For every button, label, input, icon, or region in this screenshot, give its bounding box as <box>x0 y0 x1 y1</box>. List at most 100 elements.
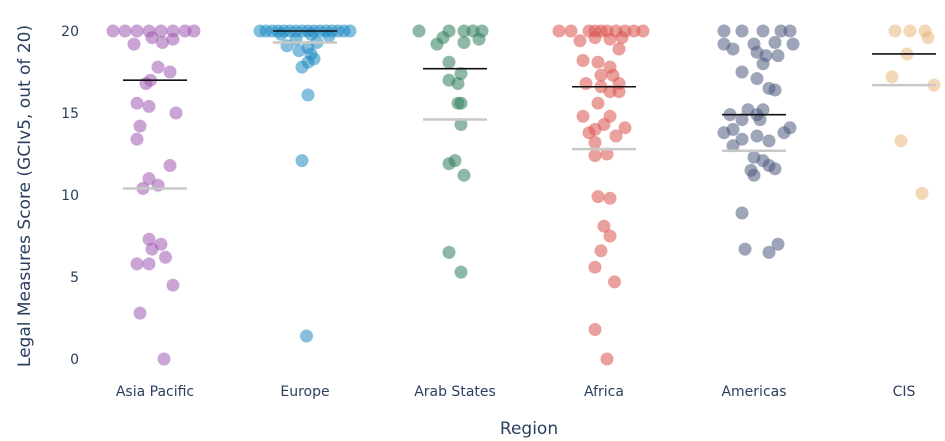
data-point <box>573 34 587 48</box>
x-tick-label: Africa <box>584 384 624 400</box>
data-point <box>118 24 132 38</box>
data-point <box>292 44 306 58</box>
data-point <box>591 96 605 110</box>
data-point <box>133 119 147 133</box>
data-point <box>295 154 309 168</box>
data-point <box>588 149 602 163</box>
data-point <box>274 27 288 41</box>
data-point <box>768 83 782 97</box>
x-tick-label: Asia Pacific <box>116 384 194 400</box>
data-point <box>588 136 602 149</box>
data-point <box>768 36 782 49</box>
data-point <box>783 24 797 38</box>
data-point <box>159 250 172 264</box>
data-point <box>564 24 578 38</box>
data-point <box>762 134 776 148</box>
data-point <box>603 191 617 205</box>
data-point <box>603 85 617 99</box>
data-point <box>588 31 602 45</box>
data-point <box>472 32 486 46</box>
data-point <box>597 219 611 233</box>
data-point <box>301 88 315 102</box>
data-point <box>106 24 120 38</box>
data-point <box>343 24 357 38</box>
data-point <box>608 275 621 289</box>
x-tick-label: CIS <box>893 384 916 400</box>
data-point <box>915 186 929 200</box>
x-axis-title: Region <box>500 419 558 439</box>
data-point <box>151 60 165 74</box>
data-point <box>612 85 626 99</box>
data-point <box>735 113 749 127</box>
data-point <box>133 306 147 320</box>
data-point <box>145 31 159 45</box>
data-point <box>717 24 731 38</box>
y-tick-label: 15 <box>61 106 79 122</box>
data-point <box>454 265 468 279</box>
data-point <box>579 77 593 90</box>
data-point <box>169 106 183 120</box>
data-point <box>412 24 426 38</box>
data-point <box>454 67 468 81</box>
data-point <box>451 77 465 90</box>
data-point <box>735 206 749 220</box>
data-point <box>762 245 776 259</box>
data-point <box>615 31 629 45</box>
y-tick-label: 5 <box>70 270 79 286</box>
data-point <box>726 139 740 153</box>
data-point <box>457 168 471 182</box>
data-point <box>594 244 608 258</box>
summary-lines <box>123 30 936 190</box>
data-point <box>738 242 752 256</box>
data-point <box>139 77 153 90</box>
data-point <box>166 32 180 46</box>
data-point <box>777 126 791 140</box>
data-point <box>594 68 608 82</box>
data-point <box>603 32 617 46</box>
data-point <box>442 157 456 171</box>
data-point <box>774 24 788 38</box>
x-tick-label: Europe <box>280 384 329 400</box>
data-point <box>157 352 171 366</box>
data-point <box>591 55 605 69</box>
data-point <box>627 24 641 38</box>
data-point <box>576 54 590 67</box>
data-point <box>726 42 740 56</box>
data-point <box>457 24 471 38</box>
data-point <box>151 178 165 192</box>
x-tick-label: Americas <box>721 384 786 400</box>
data-point <box>888 24 902 38</box>
data-point <box>747 168 761 182</box>
data-point <box>618 121 632 135</box>
data-point <box>903 24 917 38</box>
data-point <box>295 60 309 74</box>
data-point <box>771 237 785 251</box>
y-tick-label: 10 <box>61 188 79 204</box>
data-point <box>894 134 908 148</box>
y-axis-title: Legal Measures Score (GCIv5, out of 20) <box>15 25 35 367</box>
data-point <box>130 257 144 271</box>
data-point <box>142 232 156 246</box>
data-point <box>430 37 444 51</box>
data-point <box>552 24 566 38</box>
data-point <box>591 190 605 204</box>
data-points <box>106 24 941 366</box>
y-tick-label: 20 <box>61 24 79 40</box>
data-point <box>582 126 596 140</box>
data-point <box>142 257 156 271</box>
data-point <box>588 260 602 274</box>
data-point <box>735 132 749 146</box>
data-point <box>187 24 201 38</box>
data-point <box>750 72 764 86</box>
data-point <box>753 113 767 127</box>
data-point <box>768 162 782 176</box>
data-point <box>636 24 650 38</box>
data-point <box>127 37 141 51</box>
data-point <box>756 57 770 71</box>
data-point <box>454 118 468 131</box>
data-point <box>612 42 626 56</box>
data-point <box>457 36 471 49</box>
data-point <box>142 172 156 186</box>
data-point <box>600 147 614 161</box>
